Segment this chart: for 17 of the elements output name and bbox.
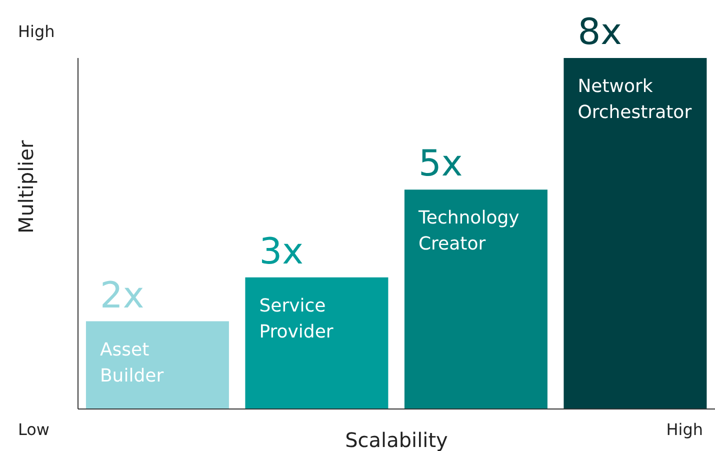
y-axis-title: Multiplier [14, 140, 38, 234]
text: Low [18, 420, 50, 439]
x-tick-label: Service Provider [259, 295, 334, 342]
x-tick-label: Technology Creator [417, 208, 520, 255]
data-label: 3x [259, 231, 304, 272]
data-label: 8x [578, 12, 622, 53]
x-axis-title: Scalability [345, 428, 448, 451]
x-tick-label: Asset Builder [100, 339, 164, 386]
data-label: 2x [100, 275, 144, 316]
x-tick-label: Network Orchestrator [578, 76, 692, 123]
text: High [666, 420, 703, 439]
bar [86, 321, 229, 409]
bar [564, 58, 707, 409]
bar [245, 277, 388, 409]
data-label: 5x [418, 144, 463, 185]
bar [404, 190, 548, 409]
text: High [18, 22, 55, 41]
